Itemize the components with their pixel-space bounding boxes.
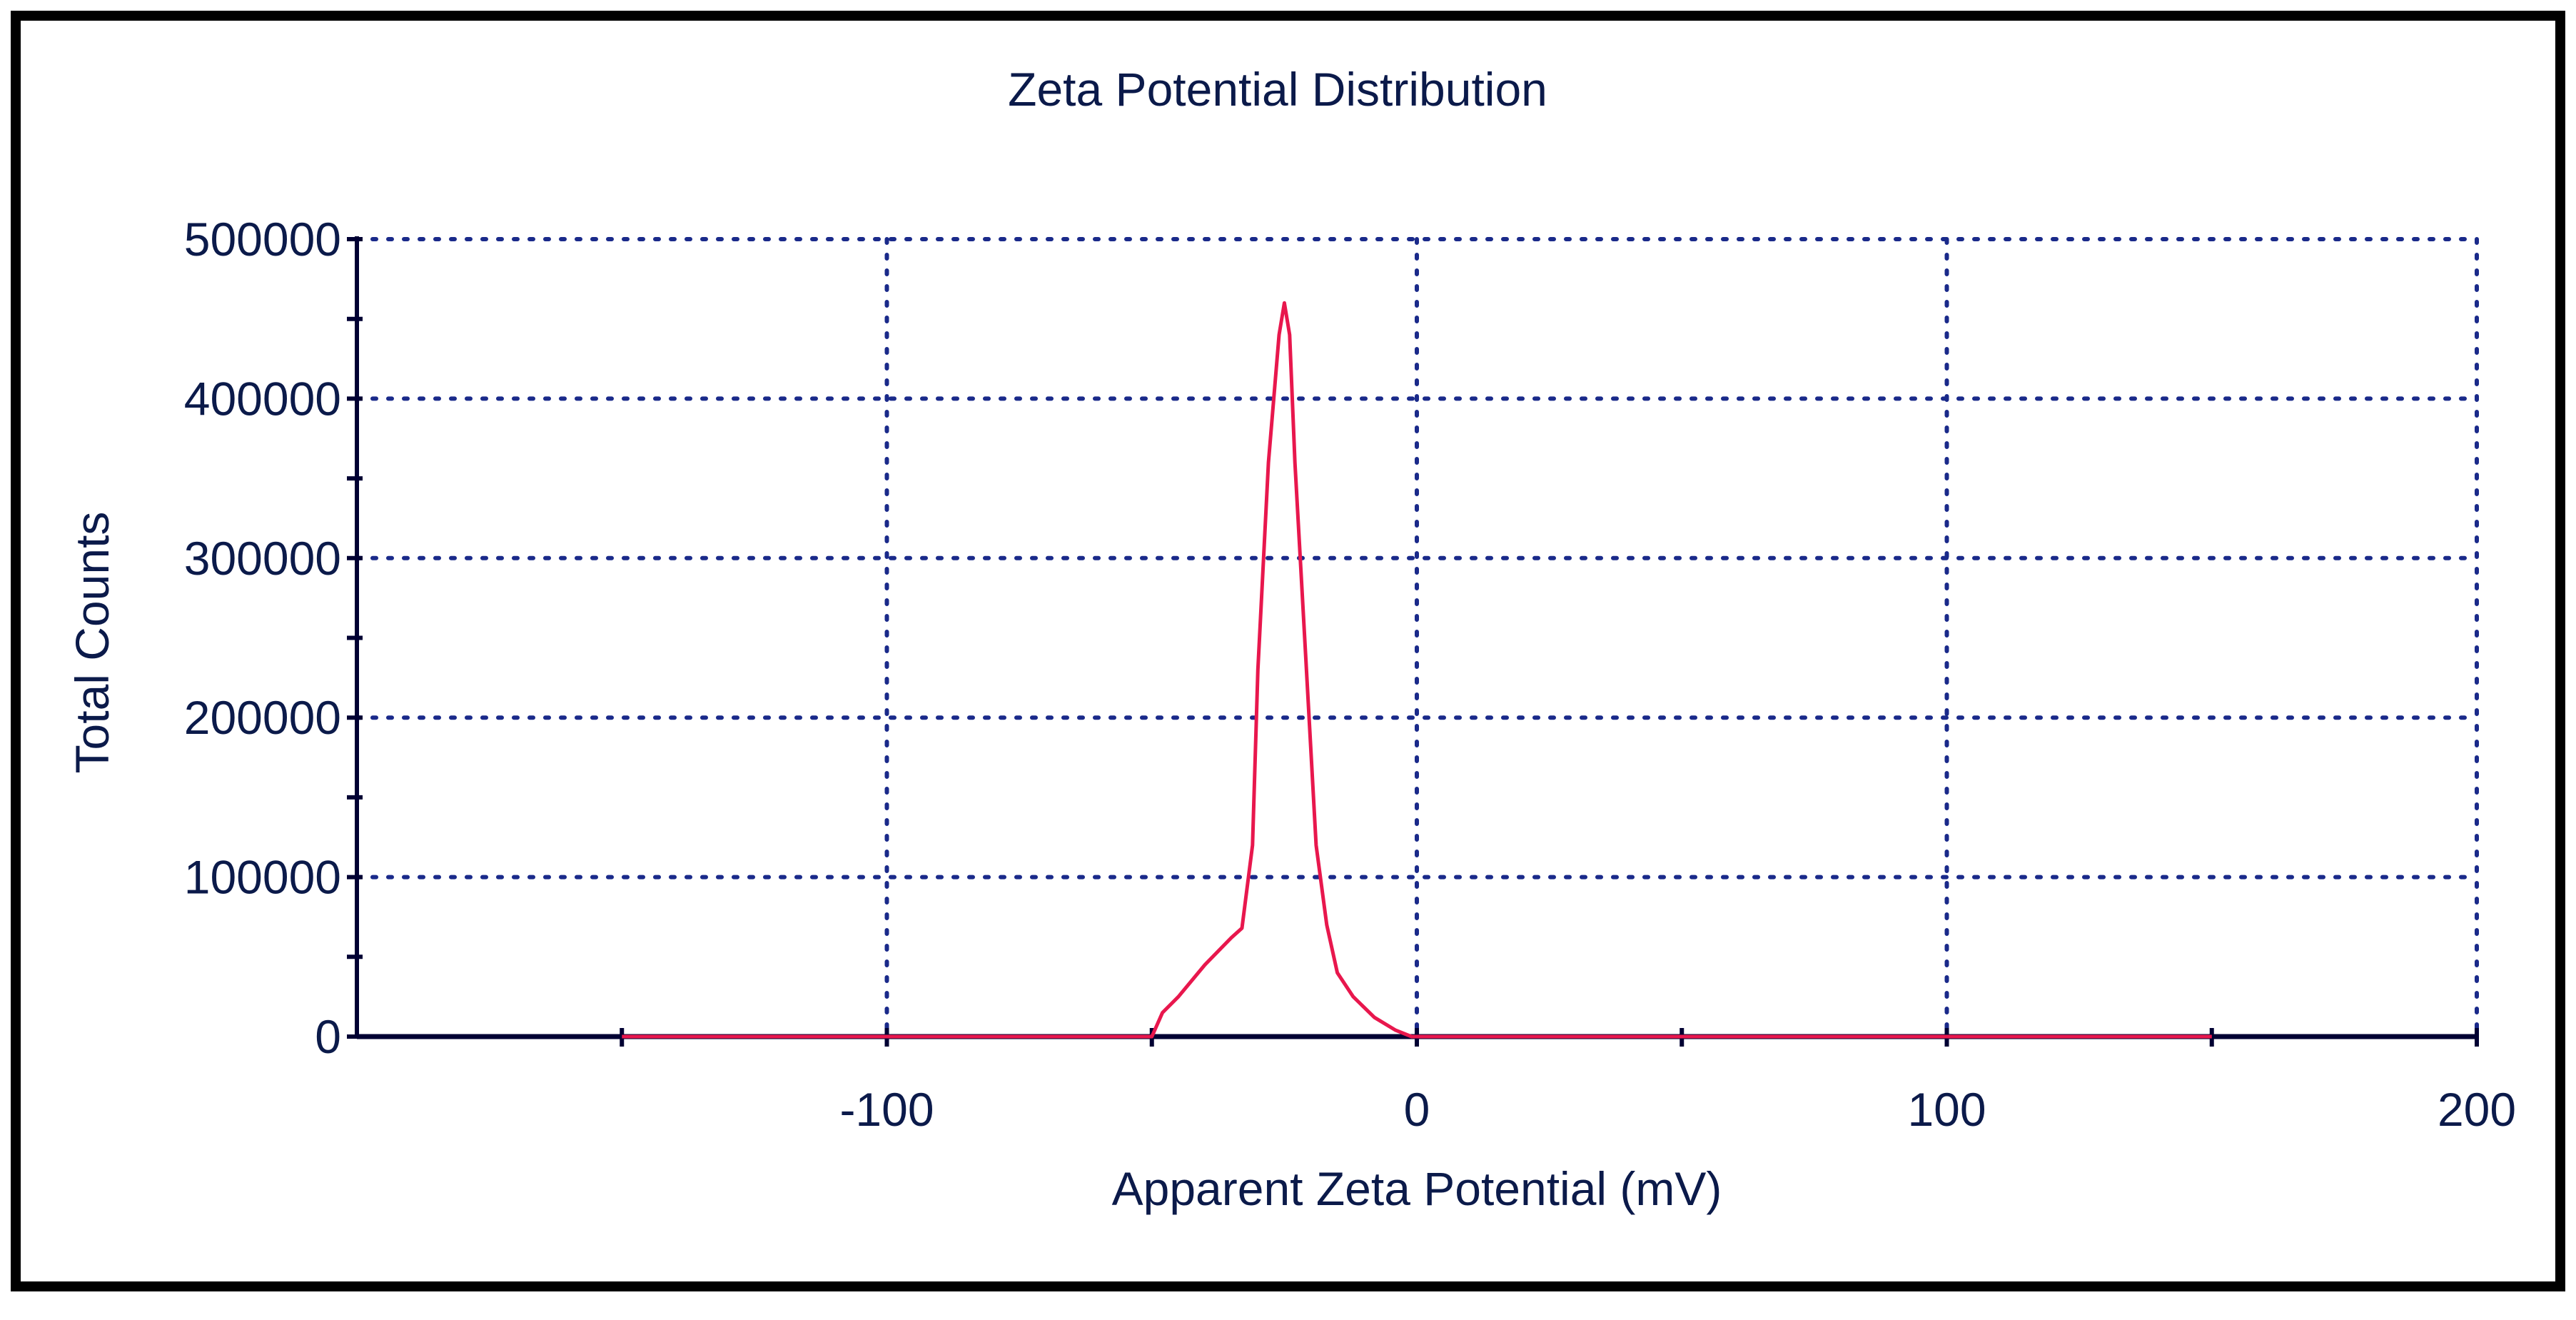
data-series (622, 301, 2212, 1039)
series-line (622, 301, 2212, 1039)
x-axis-label: Apparent Zeta Potential (mV) (1112, 1162, 1722, 1215)
y-tick-label: 500000 (184, 213, 341, 266)
grid-lines (355, 237, 2479, 1039)
y-tick-label: 300000 (184, 532, 341, 585)
y-tick-label: 100000 (184, 851, 341, 904)
x-tick-label: 0 (1404, 1083, 1430, 1136)
y-axis-label: Total Counts (66, 512, 118, 774)
x-tick-label: 100 (1907, 1083, 1986, 1136)
y-tick-label: 400000 (184, 372, 341, 425)
y-tick-labels: 0 100000 200000 300000 400000 500000 (184, 213, 341, 1063)
x-tick-labels: -100 0 100 200 (839, 1083, 2516, 1136)
y-tick-label: 0 (315, 1010, 341, 1063)
x-tick-label: 200 (2438, 1083, 2516, 1136)
y-tick-label: 200000 (184, 691, 341, 744)
chart-title: Zeta Potential Distribution (1008, 63, 1547, 116)
x-tick-label: -100 (839, 1083, 934, 1136)
outer-border (11, 11, 2565, 1291)
